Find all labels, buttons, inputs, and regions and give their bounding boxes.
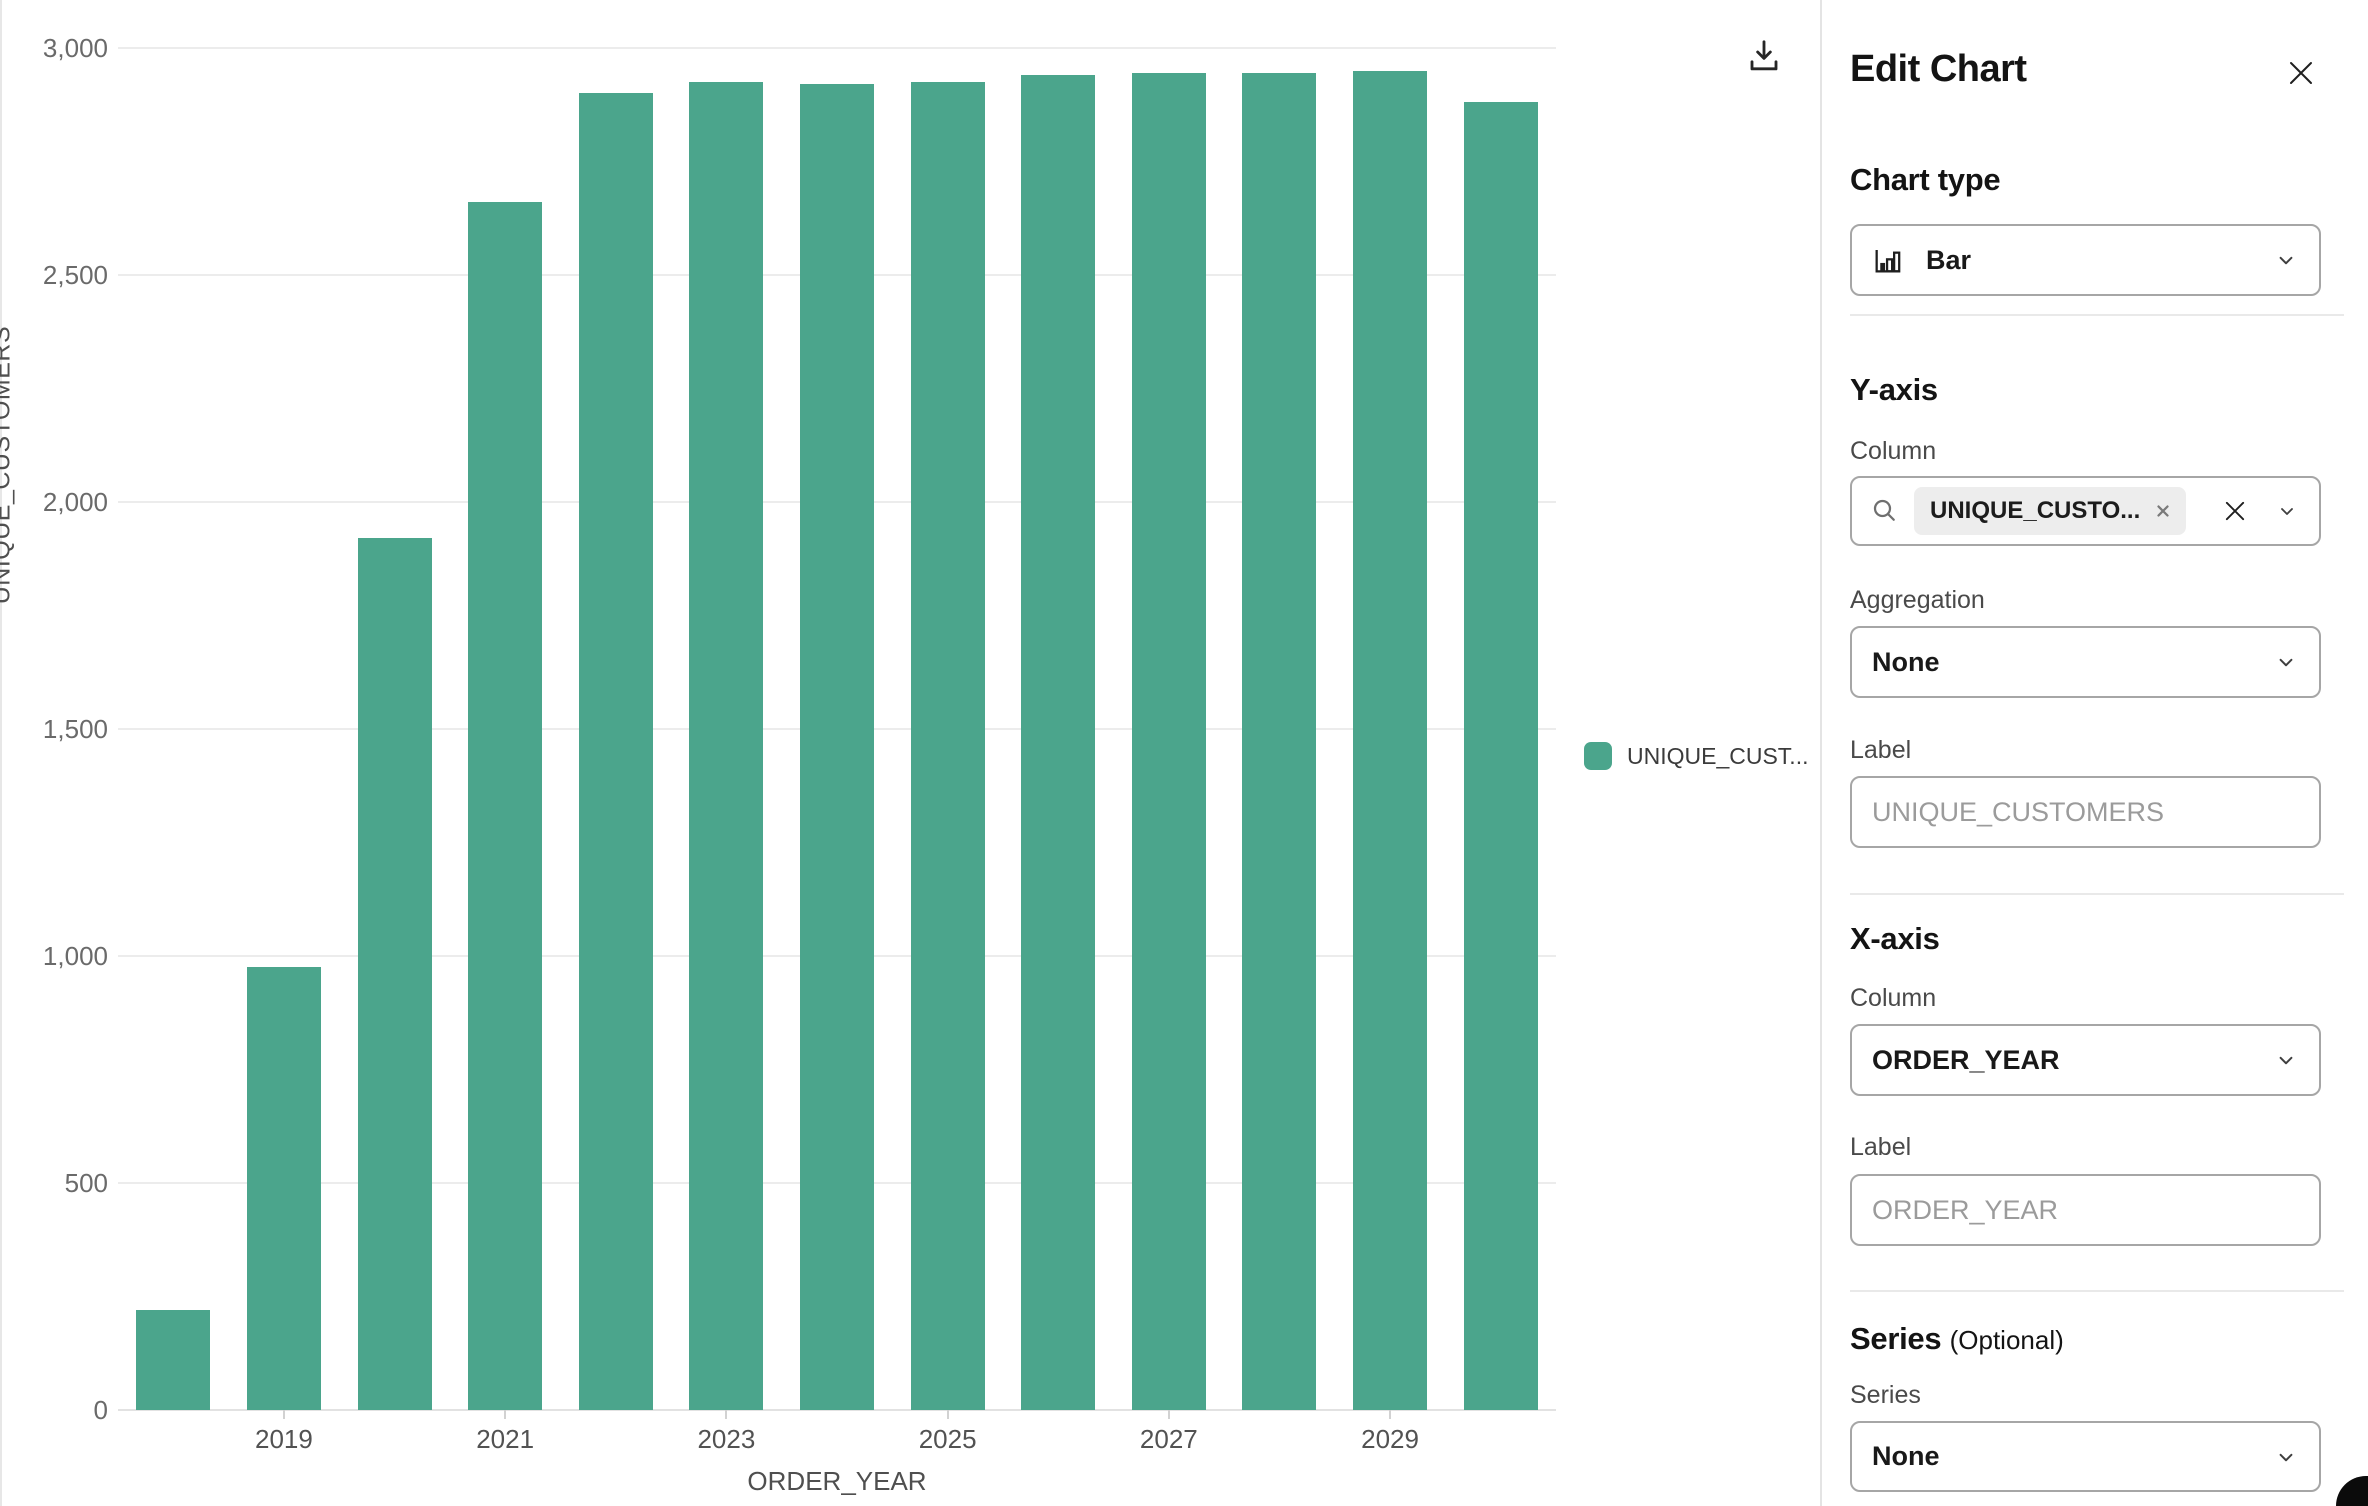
y-tick-label: 1,500 [42, 714, 108, 744]
panel-title: Edit Chart [1850, 48, 2027, 90]
aggregation-label: Aggregation [1850, 586, 1985, 614]
y-column-label: Column [1850, 437, 1937, 465]
y-tick-label: 3,000 [42, 33, 108, 63]
y-tick-label: 2,000 [42, 487, 108, 517]
section-divider [1850, 893, 2344, 895]
section-divider [1850, 314, 2344, 316]
x-tick-label: 2025 [918, 1424, 977, 1454]
remove-tag-icon[interactable] [2154, 502, 2172, 520]
bar-2021[interactable] [468, 202, 543, 1410]
section-divider [1850, 1290, 2344, 1292]
bar-2024[interactable] [800, 84, 874, 1410]
chevron-down-icon [2273, 649, 2299, 675]
x-tick-label: 2029 [1361, 1424, 1419, 1454]
bar-2020[interactable] [357, 538, 432, 1410]
corner-overlay [2336, 1476, 2368, 1506]
y-tick-label: 0 [93, 1395, 108, 1425]
y-tick-label: 2,500 [42, 260, 108, 290]
x-tick-mark [1389, 1410, 1392, 1419]
series-select[interactable]: None [1850, 1421, 2321, 1492]
aggregation-select[interactable]: None [1850, 626, 2321, 698]
bar-2028[interactable] [1242, 72, 1317, 1410]
y-column-tag[interactable]: UNIQUE_CUSTO... [1914, 487, 2187, 535]
x-tick-label: 2019 [255, 1424, 313, 1454]
aggregation-value: None [1872, 646, 1940, 677]
x-tick-label: 2023 [697, 1424, 756, 1454]
bar-2029[interactable] [1353, 70, 1428, 1410]
bar-2022[interactable] [578, 93, 653, 1410]
chart-region: UNIQUE_CUSTOMERS ORDER_YEAR UNIQUE_CUST.… [0, 0, 1809, 1506]
panel-divider [1820, 0, 1822, 1506]
bar-2023[interactable] [689, 82, 764, 1410]
chart-type-select[interactable]: Bar [1850, 224, 2321, 296]
series-heading: Series (Optional) [1850, 1321, 2064, 1357]
x-tick-mark [725, 1410, 728, 1419]
x-label-input[interactable] [1850, 1174, 2321, 1246]
close-icon[interactable] [2284, 56, 2318, 90]
chevron-down-icon [2273, 247, 2299, 273]
chevron-down-icon [2273, 1047, 2299, 1073]
x-tick-label: 2027 [1139, 1424, 1198, 1454]
x-tick-mark [282, 1410, 285, 1419]
series-label: Series [1850, 1381, 1921, 1409]
left-edge-border [0, 0, 2, 1506]
y-column-tag-text: UNIQUE_CUSTO... [1930, 497, 2141, 524]
x-column-value: ORDER_YEAR [1872, 1044, 2060, 1075]
x-axis-heading: X-axis [1850, 921, 1940, 956]
plot-area [118, 47, 1556, 1411]
chart-legend: UNIQUE_CUST... [1584, 742, 1808, 770]
gridline-y-0 [118, 1409, 1556, 1411]
y-label-label: Label [1850, 736, 1912, 764]
y-tick-label: 1,000 [42, 941, 108, 971]
edit-chart-panel: Edit Chart Chart type Bar Y-axis Column [1822, 0, 2368, 1506]
x-tick-mark [1167, 1410, 1170, 1419]
x-tick-mark [504, 1410, 507, 1419]
bar-2030[interactable] [1463, 102, 1538, 1410]
clear-selection-icon[interactable] [2221, 497, 2249, 525]
gridline-y-3000 [118, 47, 1556, 49]
bar-2019[interactable] [246, 967, 321, 1410]
x-tick-mark [946, 1410, 949, 1419]
x-tick-label: 2021 [476, 1424, 535, 1454]
y-tick-label: 500 [64, 1168, 108, 1198]
chart-type-heading: Chart type [1850, 162, 2001, 197]
chevron-down-icon[interactable] [2275, 499, 2299, 523]
y-axis-title: UNIQUE_CUSTOMERS [0, 325, 16, 605]
bar-2025[interactable] [910, 82, 985, 1410]
legend-label: UNIQUE_CUST... [1627, 742, 1809, 769]
bar-2027[interactable] [1131, 72, 1206, 1410]
series-optional-suffix: (Optional) [1949, 1325, 2064, 1355]
bar-2026[interactable] [1021, 75, 1096, 1410]
x-column-label: Column [1850, 984, 1937, 1012]
y-column-select[interactable]: UNIQUE_CUSTO... [1850, 476, 2321, 546]
bar-2018[interactable] [136, 1310, 211, 1410]
search-icon [1870, 496, 1900, 526]
legend-swatch [1584, 742, 1612, 770]
download-chart-button[interactable] [1740, 32, 1788, 80]
series-value: None [1872, 1441, 1940, 1471]
y-label-input[interactable] [1850, 776, 2321, 848]
y-axis-heading: Y-axis [1850, 372, 1938, 407]
x-column-select[interactable]: ORDER_YEAR [1850, 1024, 2321, 1096]
x-label-label: Label [1850, 1133, 1912, 1161]
x-axis-title: ORDER_YEAR [747, 1466, 927, 1496]
chevron-down-icon [2273, 1444, 2299, 1470]
download-icon [1744, 36, 1784, 76]
chart-type-value: Bar [1926, 244, 1972, 275]
series-heading-text: Series [1850, 1321, 1942, 1356]
bar-chart-icon [1872, 244, 1904, 276]
